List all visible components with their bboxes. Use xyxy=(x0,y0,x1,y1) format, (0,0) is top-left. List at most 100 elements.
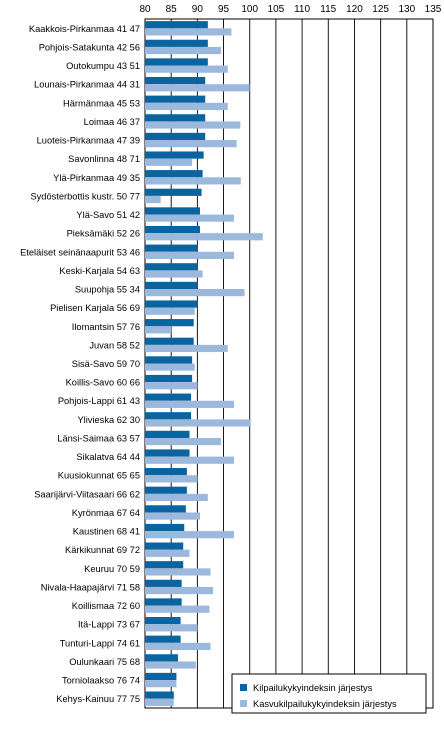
bar-kilpailukyky xyxy=(145,319,194,327)
bar-kasvukilpailukyky xyxy=(145,568,211,576)
bar-kilpailukyky xyxy=(145,281,198,290)
bar-kasvukilpailukyky xyxy=(145,251,235,259)
bar-kilpailukyky xyxy=(145,132,206,141)
bar-kasvukilpailukyky xyxy=(145,549,190,557)
bar-kilpailukyky xyxy=(145,617,181,625)
category-label: Ylä-Pirkanmaa 49 35 xyxy=(53,173,140,183)
bar-kasvukilpailukyky xyxy=(145,344,228,353)
bar-kasvukilpailukyky xyxy=(145,102,228,110)
category-label: Loimaa 46 37 xyxy=(84,117,140,127)
category-label: Kärkikunnat 69 72 xyxy=(65,545,140,555)
x-tick-label: 105 xyxy=(268,4,285,15)
bar-kilpailukyky xyxy=(145,430,190,438)
bar-kasvukilpailukyky xyxy=(145,437,221,446)
legend-swatch xyxy=(240,700,247,707)
category-label: Luoteis-Pirkanmaa 47 39 xyxy=(37,136,140,146)
bar-kasvukilpailukyky xyxy=(145,512,200,520)
x-tick-label: 85 xyxy=(166,4,178,15)
bar-kasvukilpailukyky xyxy=(145,382,198,390)
category-label: Kehys-Kainuu 77 75 xyxy=(56,694,140,704)
bar-kilpailukyky xyxy=(145,225,200,234)
bar-kilpailukyky xyxy=(145,58,208,66)
bar-kilpailukyky xyxy=(145,523,185,532)
category-label: Ylivieska 62 30 xyxy=(77,415,140,425)
category-label: Eteläiset seinänaapurit 53 46 xyxy=(20,247,140,257)
category-label: Ilomantsin 57 76 xyxy=(72,322,140,332)
bar-kilpailukyky xyxy=(145,412,192,420)
bar-kasvukilpailukyky xyxy=(145,586,214,595)
bar-kasvukilpailukyky xyxy=(145,363,195,371)
bar-kasvukilpailukyky xyxy=(145,493,208,502)
bar-kilpailukyky xyxy=(145,505,186,513)
category-label: Sikalatva 64 44 xyxy=(76,452,140,462)
category-label: Sydösterbottis kustr. 50 77 xyxy=(30,191,140,201)
bar-kilpailukyky xyxy=(145,672,177,681)
bar-kasvukilpailukyky xyxy=(145,289,245,297)
bar-kasvukilpailukyky xyxy=(145,605,210,613)
category-label: Outokumpu 43 51 xyxy=(66,61,140,71)
bar-kasvukilpailukyky xyxy=(145,698,174,706)
bar-kasvukilpailukyky xyxy=(145,28,232,36)
bar-kilpailukyky xyxy=(145,542,184,550)
category-label: Pohjois-Satakunta 42 56 xyxy=(39,42,140,52)
bar-kasvukilpailukyky xyxy=(145,65,228,73)
category-label: Koillismaa 72 60 xyxy=(72,601,140,611)
category-label: Saarijärvi-Viitasaari 66 62 xyxy=(34,489,140,499)
bar-kilpailukyky xyxy=(145,21,208,29)
bar-kasvukilpailukyky xyxy=(145,531,235,539)
bar-kasvukilpailukyky xyxy=(145,419,251,427)
bar-kilpailukyky xyxy=(145,654,178,662)
category-label: Nivala-Haapajärvi 71 58 xyxy=(41,582,140,592)
category-label: Kaustinen 68 41 xyxy=(73,527,140,537)
legend: Kilpailukykyindeksin järjestys Kasvukilpa… xyxy=(231,673,427,714)
category-label: Lounais-Pirkanmaa 44 31 xyxy=(34,80,140,90)
bar-kilpailukyky xyxy=(145,579,182,587)
x-tick-label: 80 xyxy=(139,4,151,15)
bar-kilpailukyky xyxy=(145,95,206,103)
bar-kilpailukyky xyxy=(145,170,203,178)
bar-kilpailukyky xyxy=(145,76,206,85)
bar-kasvukilpailukyky xyxy=(145,214,235,222)
legend-label: Kasvukilpailukykyindeksin järjestys xyxy=(253,699,397,709)
bar-kilpailukyky xyxy=(145,151,204,159)
bar-kasvukilpailukyky xyxy=(145,270,203,278)
x-tick-label: 115 xyxy=(320,4,336,15)
category-label: Juvan 58 52 xyxy=(89,340,140,350)
category-label: Tunturi-Lappi 74 61 xyxy=(60,638,140,648)
x-axis-tick-labels: 80 85 90 95 100 105 110 115 120 125 130 135 xyxy=(139,4,441,15)
bar-kasvukilpailukyky xyxy=(145,624,198,632)
category-label: Härmänmaa 45 53 xyxy=(63,98,140,108)
x-tick-label: 120 xyxy=(346,4,363,15)
bar-kasvukilpailukyky xyxy=(145,140,237,148)
category-label: Ylä-Savo 51 42 xyxy=(76,210,140,220)
bar-kilpailukyky xyxy=(145,207,200,215)
category-label: Länsi-Saimaa 63 57 xyxy=(57,433,140,443)
bar-kasvukilpailukyky xyxy=(145,195,161,204)
category-label: Oulunkaari 75 68 xyxy=(69,657,140,667)
bar-kilpailukyky xyxy=(145,691,174,699)
bar-kilpailukyky xyxy=(145,300,198,308)
category-label: Kyrönmaa 67 64 xyxy=(72,508,140,518)
category-label: Savonlinna 48 71 xyxy=(68,154,140,164)
x-tick-label: 125 xyxy=(372,4,389,15)
bar-kasvukilpailukyky xyxy=(145,177,241,185)
bar-kasvukilpailukyky xyxy=(145,307,195,315)
bar-kilpailukyky xyxy=(145,468,187,476)
bar-kasvukilpailukyky xyxy=(145,661,196,669)
category-labels: Kaakkois-Pirkanmaa 41 47 Pohjois-Satakunt… xyxy=(20,24,140,704)
category-label: Keski-Karjala 54 63 xyxy=(59,266,140,276)
bar-kilpailukyky xyxy=(145,374,193,383)
bar-kasvukilpailukyky xyxy=(145,233,263,241)
bar-kasvukilpailukyky xyxy=(145,475,198,483)
bar-kasvukilpailukyky xyxy=(145,121,241,129)
bar-kilpailukyky xyxy=(145,561,184,569)
bar-kilpailukyky xyxy=(145,337,194,345)
x-tick-label: 95 xyxy=(218,4,230,15)
bar-kilpailukyky xyxy=(145,356,193,364)
x-tick-label: 130 xyxy=(398,4,415,15)
bar-kasvukilpailukyky xyxy=(145,326,172,334)
bar-kilpailukyky xyxy=(145,188,202,196)
bar-kilpailukyky xyxy=(145,263,198,271)
bar-kilpailukyky xyxy=(145,486,187,494)
